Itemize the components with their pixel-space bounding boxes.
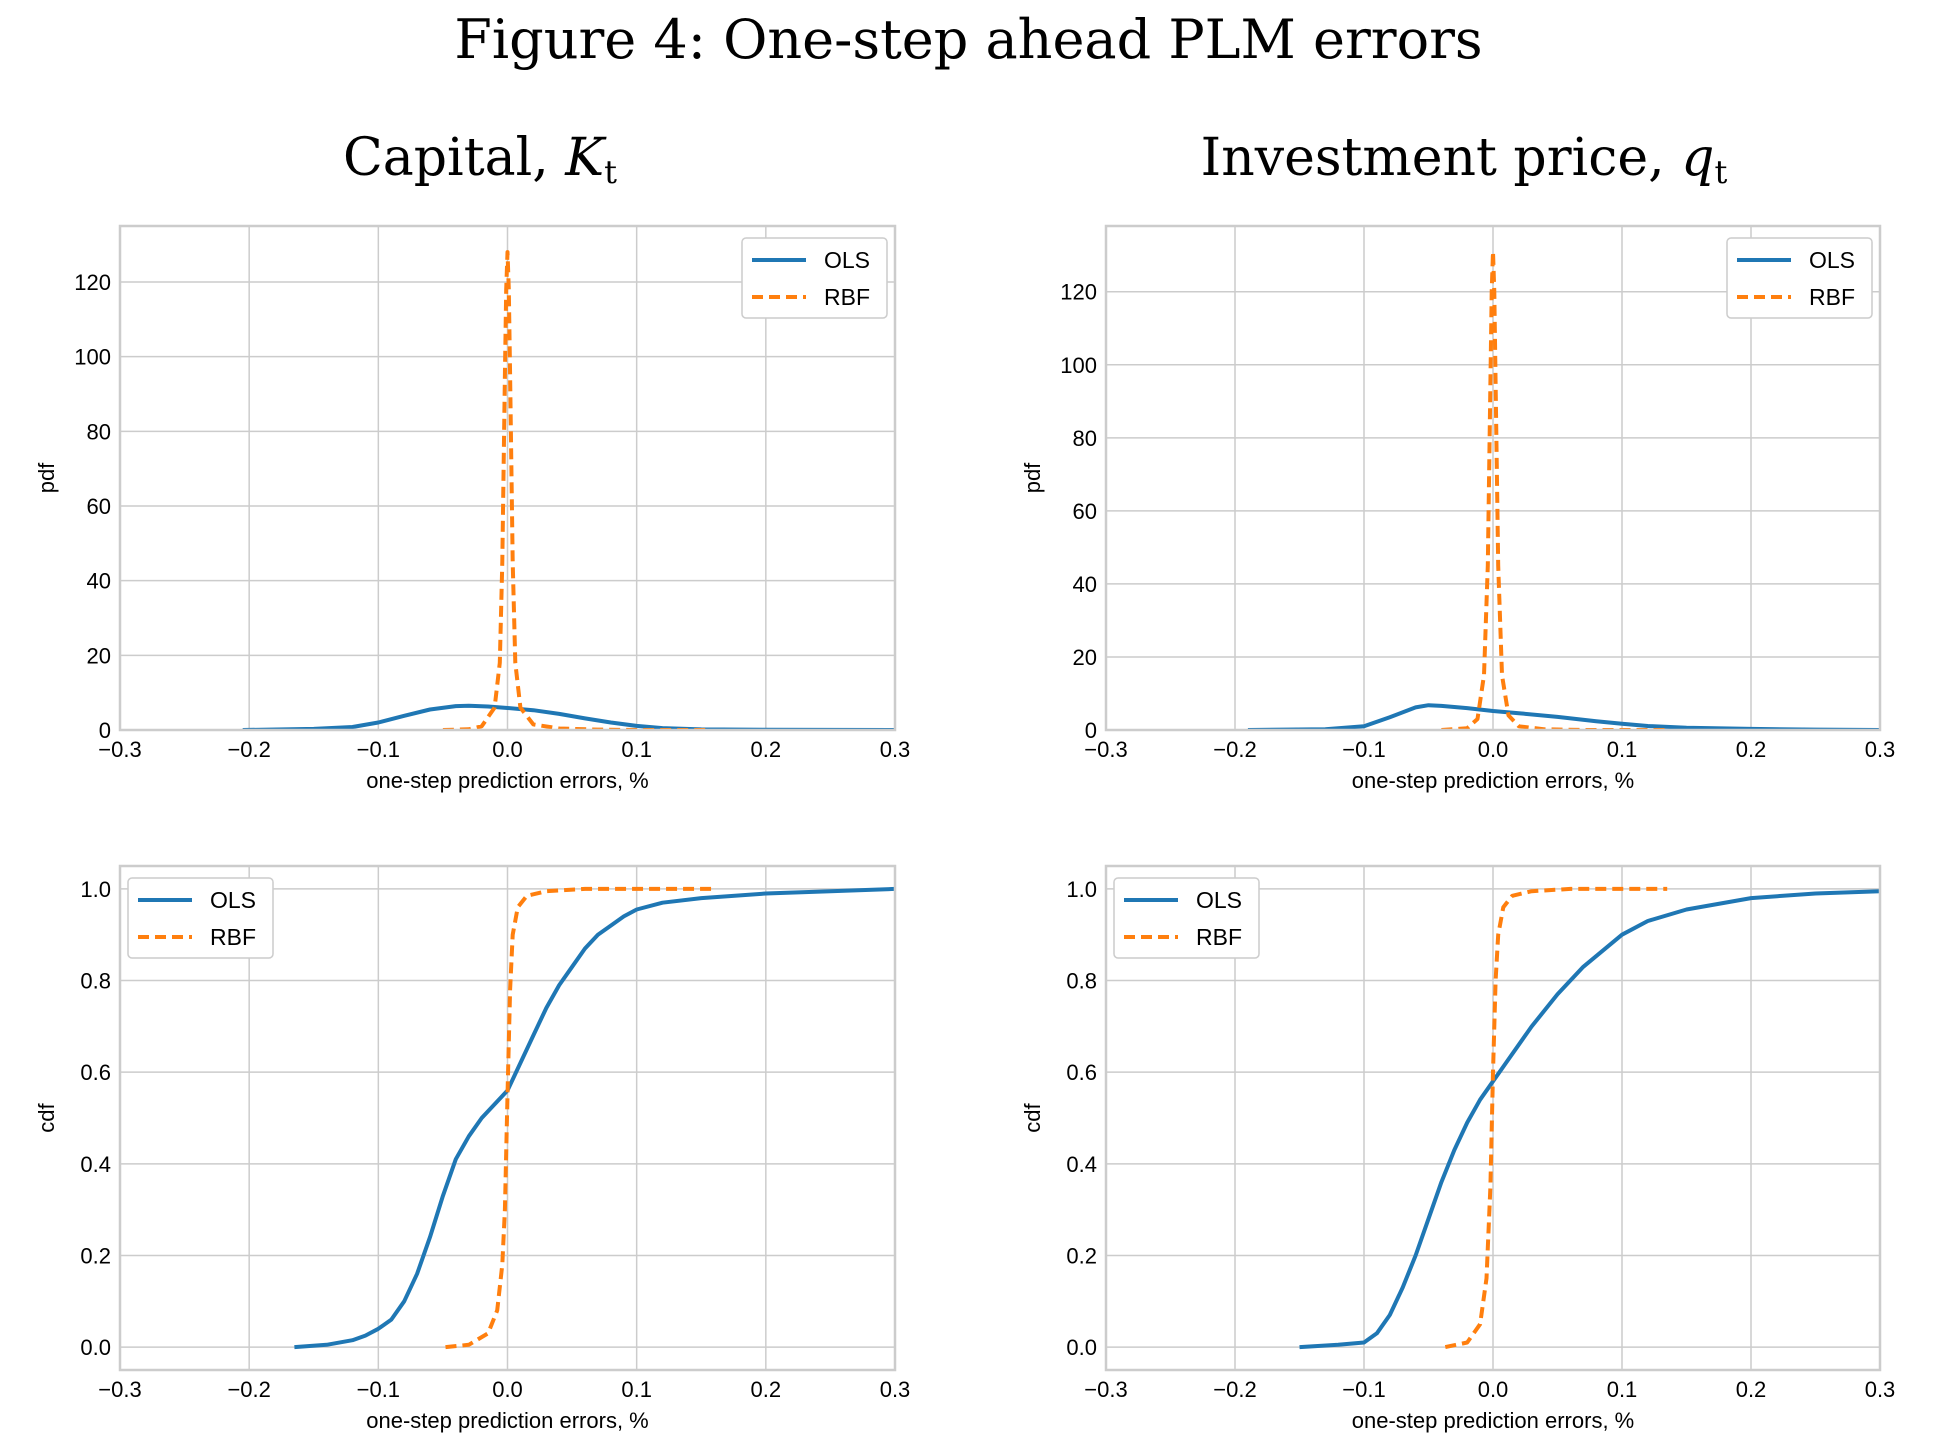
y-axis-label: cdf bbox=[1020, 1102, 1045, 1132]
legend: OLS RBF bbox=[1113, 877, 1260, 959]
series-line-ols bbox=[1299, 889, 1880, 1350]
x-axis-label: one-step prediction errors, % bbox=[1352, 768, 1634, 793]
y-tick-label: 0.0 bbox=[1066, 1335, 1097, 1360]
chart-investment-cdf: −0.3 −0.2 −0.1 0.0 0.1 0.2 0.3 0.0 0.2 0.4 0.6 0.8 1… bbox=[1020, 864, 1896, 1433]
column-title-subscript: t bbox=[604, 153, 617, 191]
series-line-rbf bbox=[1441, 249, 1668, 730]
legend-label-ols: OLS bbox=[1809, 247, 1855, 273]
series-line-rbf bbox=[1444, 886, 1668, 1350]
y-tick-label: 60 bbox=[87, 494, 111, 519]
y-tick-label: 20 bbox=[87, 643, 111, 668]
legend: OLS RBF bbox=[127, 877, 274, 959]
y-tick-label: 120 bbox=[74, 270, 111, 295]
y-axis-label: cdf bbox=[34, 1102, 59, 1132]
y-tick-label: 1.0 bbox=[1066, 877, 1097, 902]
figure-title: Figure 4: One-step ahead PLM errors bbox=[454, 8, 1483, 71]
y-tick-label: 80 bbox=[1073, 426, 1097, 451]
x-tick-label: 0.0 bbox=[492, 737, 523, 762]
plot-frame bbox=[118, 224, 897, 732]
x-axis-label: one-step prediction errors, % bbox=[1352, 1408, 1634, 1433]
x-tick-label: 0.1 bbox=[1607, 1377, 1638, 1402]
y-tick-label: 120 bbox=[1060, 280, 1097, 305]
x-tick-label: −0.2 bbox=[1213, 737, 1256, 762]
x-tick-label: −0.1 bbox=[1342, 1377, 1385, 1402]
y-tick-label: 60 bbox=[1073, 499, 1097, 524]
x-tick-label: −0.1 bbox=[357, 737, 400, 762]
legend: OLS RBF bbox=[1726, 237, 1873, 319]
x-tick-label: 0.3 bbox=[1865, 737, 1896, 762]
plot-frame bbox=[1104, 224, 1882, 732]
x-tick-label: 0.1 bbox=[621, 1377, 652, 1402]
column-title-subscript: t bbox=[1714, 153, 1728, 191]
legend: OLS RBF bbox=[741, 237, 888, 319]
legend-label-rbf: RBF bbox=[824, 284, 870, 310]
y-tick-label: 0 bbox=[99, 718, 111, 743]
y-tick-label: 1.0 bbox=[80, 877, 111, 902]
x-tick-label: −0.3 bbox=[98, 737, 141, 762]
x-tick-label: 0.2 bbox=[1736, 737, 1767, 762]
y-tick-label: 40 bbox=[87, 569, 111, 594]
y-tick-label: 0.8 bbox=[1066, 969, 1097, 994]
x-tick-label: 0.0 bbox=[492, 1377, 523, 1402]
x-tick-label: −0.3 bbox=[98, 1377, 141, 1402]
x-tick-label: −0.2 bbox=[227, 737, 270, 762]
chart-capital-pdf: −0.3 −0.2 −0.1 0.0 0.1 0.2 0.3 0 20 40 60 80 100 120 o… bbox=[34, 224, 911, 793]
chart-investment-pdf: −0.3 −0.2 −0.1 0.0 0.1 0.2 0.3 0 20 40 60 80 100 120 o… bbox=[1020, 224, 1896, 793]
y-tick-label: 0.2 bbox=[80, 1243, 111, 1268]
x-axis-label: one-step prediction errors, % bbox=[366, 768, 648, 793]
y-axis-label: pdf bbox=[34, 462, 59, 493]
x-tick-label: 0.2 bbox=[751, 737, 782, 762]
x-tick-label: 0.2 bbox=[1736, 1377, 1767, 1402]
y-axis-label: pdf bbox=[1020, 462, 1045, 493]
series-line-rbf bbox=[442, 250, 708, 730]
plot-frame bbox=[1104, 864, 1882, 1372]
x-tick-label: −0.1 bbox=[1342, 737, 1385, 762]
column-title-text: Capital, bbox=[342, 128, 566, 188]
y-tick-label: 0.8 bbox=[80, 969, 111, 994]
x-tick-label: 0.0 bbox=[1478, 737, 1509, 762]
y-tick-label: 100 bbox=[1060, 353, 1097, 378]
column-title-symbol: q bbox=[1681, 128, 1715, 188]
column-title-capital: Capital, Kt bbox=[80, 128, 880, 191]
y-tick-label: 0.6 bbox=[80, 1060, 111, 1085]
y-tick-label: 0 bbox=[1085, 718, 1097, 743]
x-tick-label: −0.2 bbox=[1213, 1377, 1256, 1402]
y-tick-label: 0.4 bbox=[80, 1152, 111, 1177]
x-tick-label: 0.1 bbox=[1607, 737, 1638, 762]
y-tick-label: 80 bbox=[87, 419, 111, 444]
x-tick-label: 0.1 bbox=[621, 737, 652, 762]
legend-label-ols: OLS bbox=[1196, 887, 1242, 913]
series-line-ols bbox=[1247, 703, 1880, 730]
x-axis-label: one-step prediction errors, % bbox=[366, 1408, 648, 1433]
x-tick-label: −0.2 bbox=[227, 1377, 270, 1402]
y-tick-label: 100 bbox=[74, 345, 111, 370]
column-title-symbol: K bbox=[565, 128, 605, 188]
y-tick-label: 0.0 bbox=[80, 1335, 111, 1360]
legend-label-ols: OLS bbox=[210, 887, 256, 913]
x-tick-label: 0.3 bbox=[880, 737, 911, 762]
y-tick-label: 20 bbox=[1073, 645, 1097, 670]
legend-label-rbf: RBF bbox=[210, 924, 256, 950]
x-tick-label: −0.3 bbox=[1084, 737, 1127, 762]
column-title-text: Investment price, bbox=[1200, 128, 1682, 188]
series-line-rbf bbox=[445, 886, 715, 1350]
series-line-ols bbox=[294, 886, 895, 1350]
y-tick-label: 0.4 bbox=[1066, 1152, 1097, 1177]
x-tick-label: 0.2 bbox=[751, 1377, 782, 1402]
y-tick-label: 0.2 bbox=[1066, 1243, 1097, 1268]
y-tick-label: 0.6 bbox=[1066, 1060, 1097, 1085]
x-tick-label: −0.1 bbox=[357, 1377, 400, 1402]
x-tick-label: 0.3 bbox=[1865, 1377, 1896, 1402]
plot-frame bbox=[118, 864, 897, 1372]
y-tick-label: 40 bbox=[1073, 572, 1097, 597]
chart-capital-cdf: −0.3 −0.2 −0.1 0.0 0.1 0.2 0.3 0.0 0.2 0.4 0.6 0.8 1… bbox=[34, 864, 911, 1433]
legend-label-rbf: RBF bbox=[1809, 284, 1855, 310]
x-tick-label: 0.0 bbox=[1478, 1377, 1509, 1402]
legend-label-rbf: RBF bbox=[1196, 924, 1242, 950]
legend-label-ols: OLS bbox=[824, 247, 870, 273]
x-tick-label: −0.3 bbox=[1084, 1377, 1127, 1402]
column-title-investment-price: Investment price, qt bbox=[1064, 128, 1864, 191]
x-tick-label: 0.3 bbox=[880, 1377, 911, 1402]
